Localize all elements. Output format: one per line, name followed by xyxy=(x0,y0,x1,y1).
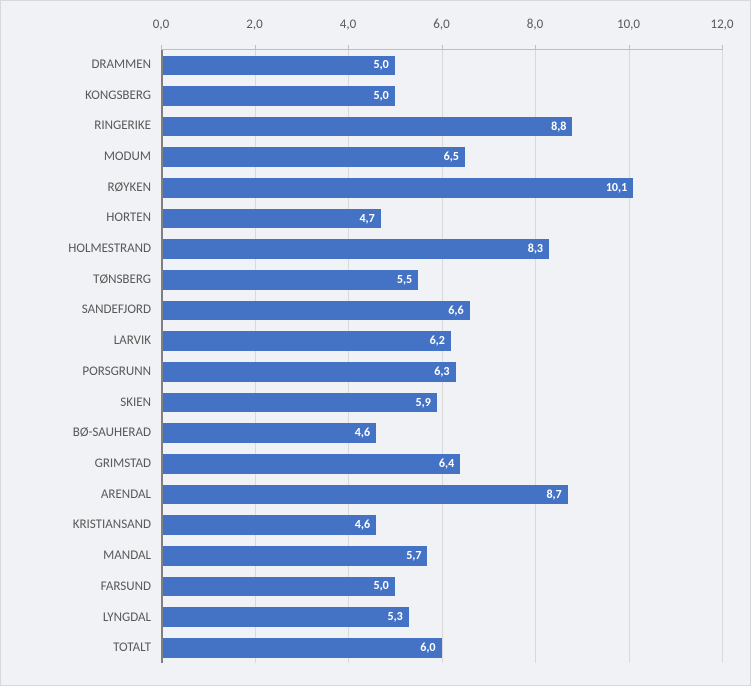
bar: 8,3 xyxy=(161,239,549,259)
bar: 4,6 xyxy=(161,423,376,443)
bar-value-label: 5,5 xyxy=(397,273,418,287)
gridline xyxy=(722,50,723,663)
category-label: TØNSBERG xyxy=(21,264,161,295)
bar-value-label: 5,3 xyxy=(388,610,409,624)
bar-row: 6,6 xyxy=(161,295,722,326)
bar-row: 6,2 xyxy=(161,326,722,357)
bar: 6,5 xyxy=(161,147,465,167)
bar-value-label: 10,1 xyxy=(606,181,633,195)
x-tick-label: 6,0 xyxy=(433,17,449,32)
category-label: ARENDAL xyxy=(21,479,161,510)
bar: 6,2 xyxy=(161,331,451,351)
bar-row: 4,6 xyxy=(161,510,722,541)
bar: 10,1 xyxy=(161,178,633,198)
bar-row: 6,4 xyxy=(161,449,722,480)
bar-value-label: 5,0 xyxy=(373,58,394,72)
bar-row: 5,3 xyxy=(161,602,722,633)
chart-container: 0,0 2,0 4,0 6,0 8,0 10,0 12,0 5,0 5,0 8,8 6,5 10,1… xyxy=(0,0,751,686)
category-label: PORSGRUNN xyxy=(21,356,161,387)
category-label: BØ-SAUHERAD xyxy=(21,417,161,448)
bar-value-label: 8,7 xyxy=(546,488,567,502)
plot-area: 5,0 5,0 8,8 6,5 10,1 4,7 8,3 5,5 6,6 6,2 6,3 5,9 4,6… xyxy=(161,49,722,663)
bar-row: 5,5 xyxy=(161,265,722,296)
bar-row: 8,3 xyxy=(161,234,722,265)
bar-value-label: 5,9 xyxy=(416,396,437,410)
bar: 5,0 xyxy=(161,86,395,106)
category-label: SANDEFJORD xyxy=(21,295,161,326)
bar: 5,3 xyxy=(161,607,409,627)
category-label: HORTEN xyxy=(21,203,161,234)
bar: 5,0 xyxy=(161,56,395,76)
category-label: RINGERIKE xyxy=(21,110,161,141)
x-tick-label: 0,0 xyxy=(153,17,169,32)
bar-row: 5,0 xyxy=(161,81,722,112)
bar-row: 10,1 xyxy=(161,173,722,204)
bar-value-label: 4,6 xyxy=(355,518,376,532)
bar-value-label: 6,0 xyxy=(420,641,441,655)
bar-row: 4,6 xyxy=(161,418,722,449)
bar-value-label: 4,6 xyxy=(355,426,376,440)
x-tick-label: 2,0 xyxy=(246,17,262,32)
bar-row: 5,0 xyxy=(161,571,722,602)
bar-value-label: 5,0 xyxy=(373,579,394,593)
bar: 5,9 xyxy=(161,393,437,413)
x-tick-mark xyxy=(722,45,723,50)
y-axis-labels: DRAMMENKONGSBERGRINGERIKEMODUMRØYKENHORT… xyxy=(21,49,161,663)
bar-row: 6,5 xyxy=(161,142,722,173)
category-label: MANDAL xyxy=(21,540,161,571)
bar: 5,7 xyxy=(161,546,427,566)
category-label: TOTALT xyxy=(21,632,161,663)
bar: 6,4 xyxy=(161,454,460,474)
y-axis-baseline xyxy=(161,50,163,663)
category-label: GRIMSTAD xyxy=(21,448,161,479)
bar-value-label: 6,4 xyxy=(439,457,460,471)
bar-value-label: 6,5 xyxy=(444,150,465,164)
bar: 4,6 xyxy=(161,515,376,535)
bar-row: 8,7 xyxy=(161,479,722,510)
bar-value-label: 5,0 xyxy=(373,89,394,103)
bar: 4,7 xyxy=(161,209,381,229)
category-label: LARVIK xyxy=(21,325,161,356)
bar-value-label: 8,8 xyxy=(551,120,572,134)
category-label: KONGSBERG xyxy=(21,80,161,111)
bar-row: 4,7 xyxy=(161,203,722,234)
bar-rows: 5,0 5,0 8,8 6,5 10,1 4,7 8,3 5,5 6,6 6,2 6,3 5,9 4,6… xyxy=(161,50,722,663)
bar-chart: 0,02,04,06,08,010,012,0 5,05,08,86,510,1… xyxy=(21,9,722,667)
bar-value-label: 5,7 xyxy=(406,549,427,563)
category-label: MODUM xyxy=(21,141,161,172)
x-tick-label: 4,0 xyxy=(340,17,356,32)
bar-row: 8,8 xyxy=(161,111,722,142)
bar-row: 5,7 xyxy=(161,541,722,572)
bar-value-label: 6,6 xyxy=(448,304,469,318)
category-label: RØYKEN xyxy=(21,172,161,203)
bar-value-label: 4,7 xyxy=(359,212,380,226)
category-label: KRISTIANSAND xyxy=(21,510,161,541)
bar: 5,0 xyxy=(161,577,395,597)
bar-value-label: 6,2 xyxy=(430,334,451,348)
x-tick-label: 8,0 xyxy=(527,17,543,32)
bar-value-label: 8,3 xyxy=(528,242,549,256)
bar-value-label: 6,3 xyxy=(434,365,455,379)
bar: 6,3 xyxy=(161,362,456,382)
bar-row: 6,3 xyxy=(161,357,722,388)
bar-row: 5,9 xyxy=(161,387,722,418)
x-axis: 0,02,04,06,08,010,012,0 xyxy=(161,9,722,49)
bar: 6,6 xyxy=(161,301,470,321)
bar: 5,5 xyxy=(161,270,418,290)
bar: 8,8 xyxy=(161,117,572,137)
category-label: HOLMESTRAND xyxy=(21,233,161,264)
bar-row: 6,0 xyxy=(161,632,722,663)
bar: 6,0 xyxy=(161,638,442,658)
x-tick-label: 12,0 xyxy=(710,17,733,32)
x-tick-label: 10,0 xyxy=(617,17,640,32)
category-label: DRAMMEN xyxy=(21,49,161,80)
category-label: FARSUND xyxy=(21,571,161,602)
category-label: SKIEN xyxy=(21,387,161,418)
category-label: LYNGDAL xyxy=(21,602,161,633)
bar-row: 5,0 xyxy=(161,50,722,81)
bar: 8,7 xyxy=(161,485,568,505)
